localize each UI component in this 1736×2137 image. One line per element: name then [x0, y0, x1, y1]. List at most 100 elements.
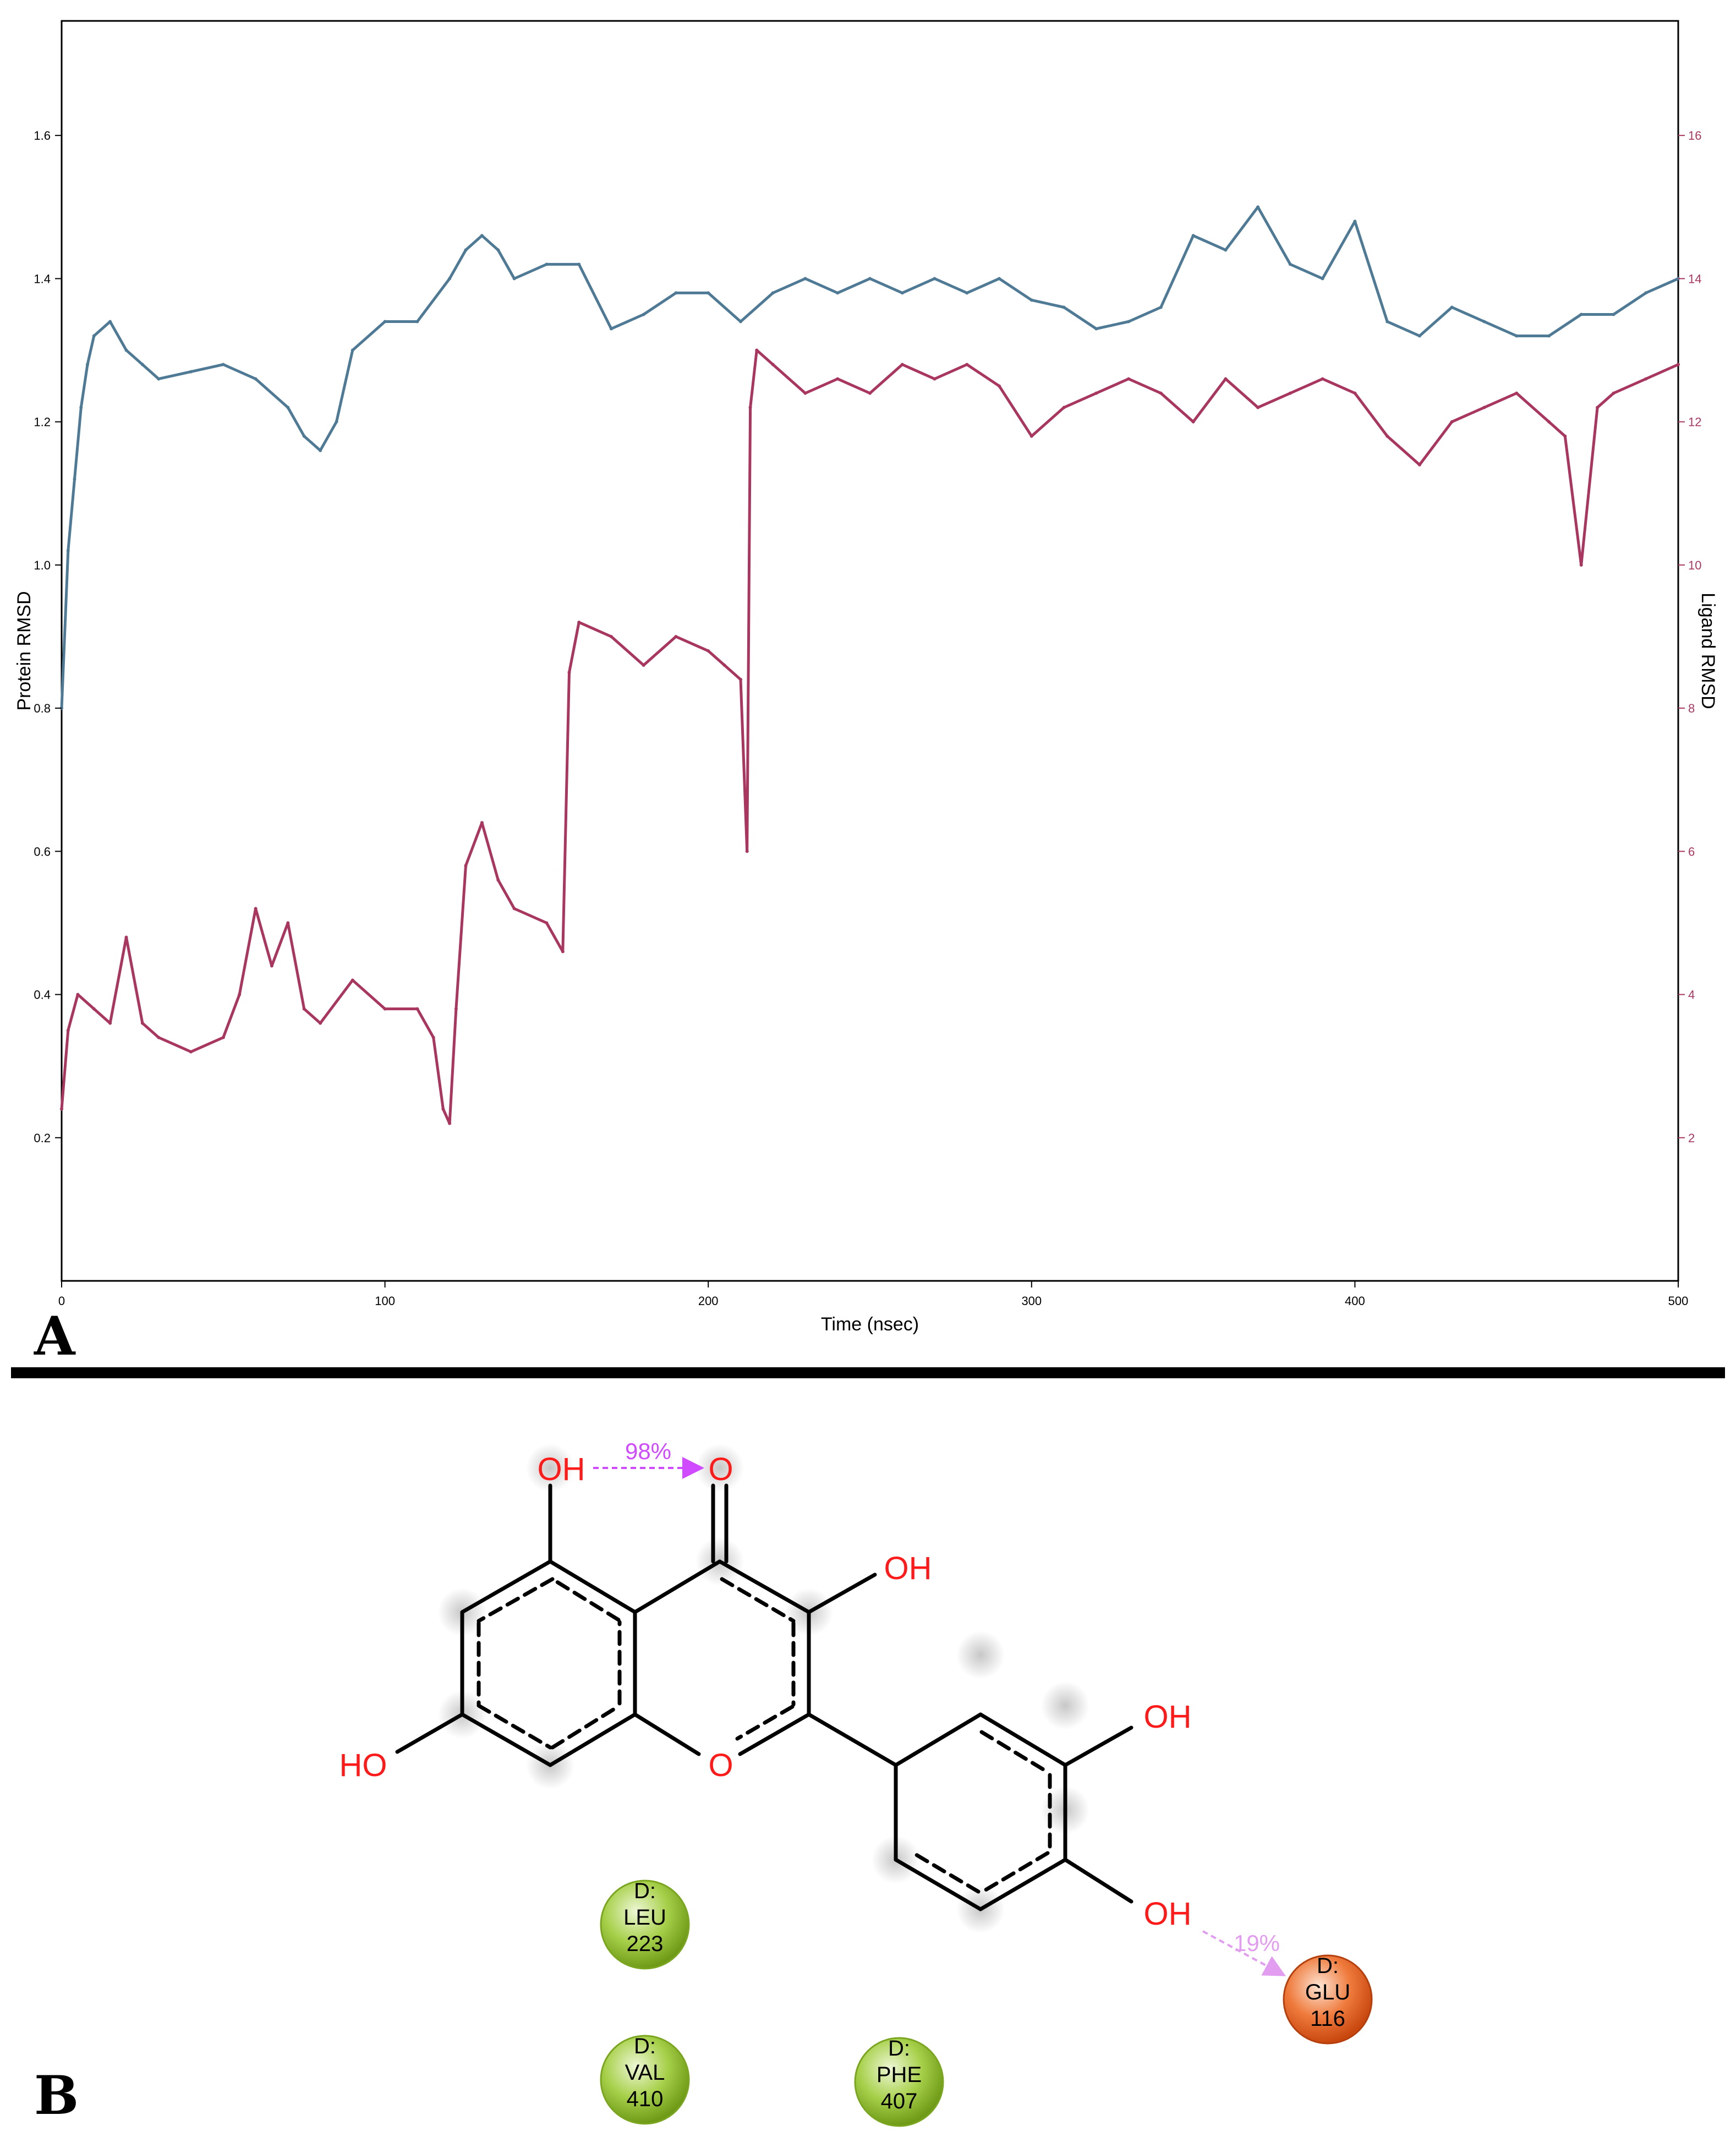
- ligand-rmsd-point: [1029, 434, 1033, 438]
- ligand-rmsd-point: [567, 671, 571, 674]
- residue-leu-223: D: LEU 223: [600, 1879, 690, 1970]
- ligand-rmsd-point: [771, 363, 775, 366]
- ligand-rmsd-point: [1547, 420, 1551, 424]
- protein-rmsd-point: [1224, 248, 1228, 252]
- ligand-rmsd-point: [189, 1050, 193, 1054]
- protein-rmsd-point: [302, 434, 306, 438]
- ligand-rmsd-point: [561, 950, 565, 954]
- protein-rmsd-point: [1094, 327, 1098, 331]
- y-right-tick-label: 6: [1688, 845, 1695, 858]
- hbond-intramolecular-percent: 98%: [625, 1438, 671, 1464]
- ligand-rmsd-point: [454, 1007, 458, 1011]
- y-left-tick-label: 1.0: [34, 558, 51, 572]
- y-left-tick-label: 1.4: [34, 272, 51, 286]
- protein-rmsd-point: [189, 370, 193, 374]
- ligand-rmsd-point: [1224, 377, 1228, 381]
- protein-rmsd-point: [108, 320, 112, 324]
- panel-divider: [11, 1367, 1725, 1378]
- ligand-rmsd-point: [933, 377, 937, 381]
- ligand-rmsd-point: [1353, 391, 1357, 395]
- protein-rmsd-point: [1385, 320, 1389, 324]
- protein-rmsd-point: [383, 320, 387, 324]
- ligand-rmsd-point: [92, 1007, 96, 1011]
- svg-text:VAL: VAL: [625, 2061, 665, 2085]
- protein-rmsd-point: [642, 313, 645, 316]
- protein-rmsd-point: [1191, 234, 1195, 238]
- y-right-tick-label: 10: [1688, 558, 1701, 572]
- atom-o-carbonyl: O: [708, 1451, 733, 1487]
- ligand-rmsd-point: [270, 964, 273, 968]
- ligand-rmsd-point: [496, 878, 500, 882]
- atom-oh-3: OH: [884, 1550, 932, 1586]
- panel-b-label: B: [34, 2064, 79, 2127]
- protein-rmsd-point: [707, 291, 710, 295]
- atom-ho-7: HO: [339, 1747, 387, 1783]
- ligand-rmsd-point: [1321, 377, 1324, 381]
- ligand-rmsd-point: [464, 864, 468, 868]
- y-axis-left-label: Protein RMSD: [14, 591, 35, 710]
- y-right-tick-label: 12: [1688, 415, 1701, 429]
- ligand-rmsd-point: [836, 377, 840, 381]
- ligand-rmsd-point: [1191, 420, 1195, 424]
- molecule-bonds: [395, 1483, 1133, 1911]
- ligand-rmsd-point: [755, 348, 759, 352]
- protein-rmsd-point: [933, 277, 937, 281]
- ligand-rmsd-point: [480, 821, 484, 825]
- svg-text:PHE: PHE: [877, 2063, 922, 2087]
- y-left-tick-label: 0.4: [34, 988, 51, 1002]
- hbond-glu-arrow: [1202, 1930, 1286, 1976]
- ligand-rmsd-point: [76, 993, 80, 996]
- protein-rmsd-point: [1644, 291, 1648, 295]
- protein-rmsd-point: [66, 549, 70, 552]
- ligand-rmsd-point: [319, 1021, 322, 1025]
- protein-rmsd-point: [739, 320, 742, 324]
- y-left-tick-label: 0.2: [34, 1131, 51, 1145]
- protein-rmsd-point: [771, 291, 775, 295]
- atom-labels: OH O OH HO O OH OH: [339, 1451, 1192, 1932]
- svg-text:GLU: GLU: [1305, 1980, 1350, 2004]
- tick-layer: 0 100 200 300 400 500 0.2 0.4 0.6 0.8 1.0 1.2 1.4 1.6…: [34, 129, 1701, 1308]
- ligand-rmsd-point: [707, 649, 710, 653]
- ligand-rmsd-point: [108, 1021, 112, 1025]
- protein-rmsd-point: [1062, 305, 1066, 309]
- ligand-rmsd-point: [448, 1121, 452, 1125]
- svg-text:D:: D:: [634, 2034, 656, 2058]
- protein-rmsd-point: [1321, 277, 1324, 281]
- ligand-rmsd-point: [577, 621, 581, 624]
- ligand-rmsd-point: [1596, 406, 1600, 409]
- protein-rmsd-point: [1482, 320, 1486, 324]
- svg-text:116: 116: [1310, 2007, 1345, 2031]
- ligand-rmsd-point: [302, 1007, 306, 1011]
- svg-text:D:: D:: [888, 2036, 910, 2061]
- atom-oh-3prime: OH: [1144, 1699, 1192, 1735]
- atom-oh-5: OH: [538, 1451, 585, 1487]
- y-left-tick-label: 0.8: [34, 702, 51, 715]
- ligand-rmsd-point: [1288, 391, 1292, 395]
- protein-rmsd-point: [577, 262, 581, 266]
- ligand-rmsd-point: [1094, 391, 1098, 395]
- protein-rmsd-point: [1547, 334, 1551, 338]
- protein-rmsd-point: [254, 377, 258, 381]
- atom-o-ring: O: [708, 1747, 733, 1783]
- ligand-rmsd-point: [900, 363, 904, 366]
- protein-rmsd-point: [803, 277, 807, 281]
- ligand-rmsd-point: [140, 1021, 144, 1025]
- ligand-rmsd-point: [221, 1035, 225, 1039]
- protein-rmsd-point: [545, 262, 549, 266]
- protein-rmsd-point: [480, 234, 484, 238]
- ligand-rmsd-point: [745, 850, 749, 853]
- protein-rmsd-point: [73, 477, 76, 481]
- protein-rmsd-point: [221, 363, 225, 366]
- ligand-rmsd-point: [383, 1007, 387, 1011]
- protein-rmsd-point: [512, 277, 516, 281]
- svg-text:LEU: LEU: [623, 1905, 666, 1930]
- protein-rmsd-point: [1450, 305, 1454, 309]
- y-right-tick-label: 14: [1688, 272, 1701, 286]
- protein-rmsd-point: [965, 291, 969, 295]
- x-tick-label: 500: [1668, 1294, 1689, 1308]
- protein-rmsd-point: [1256, 205, 1260, 209]
- protein-rmsd-point: [1353, 220, 1357, 223]
- svg-text:223: 223: [627, 1932, 664, 1956]
- protein-rmsd-point: [415, 320, 419, 324]
- svg-text:410: 410: [627, 2087, 664, 2111]
